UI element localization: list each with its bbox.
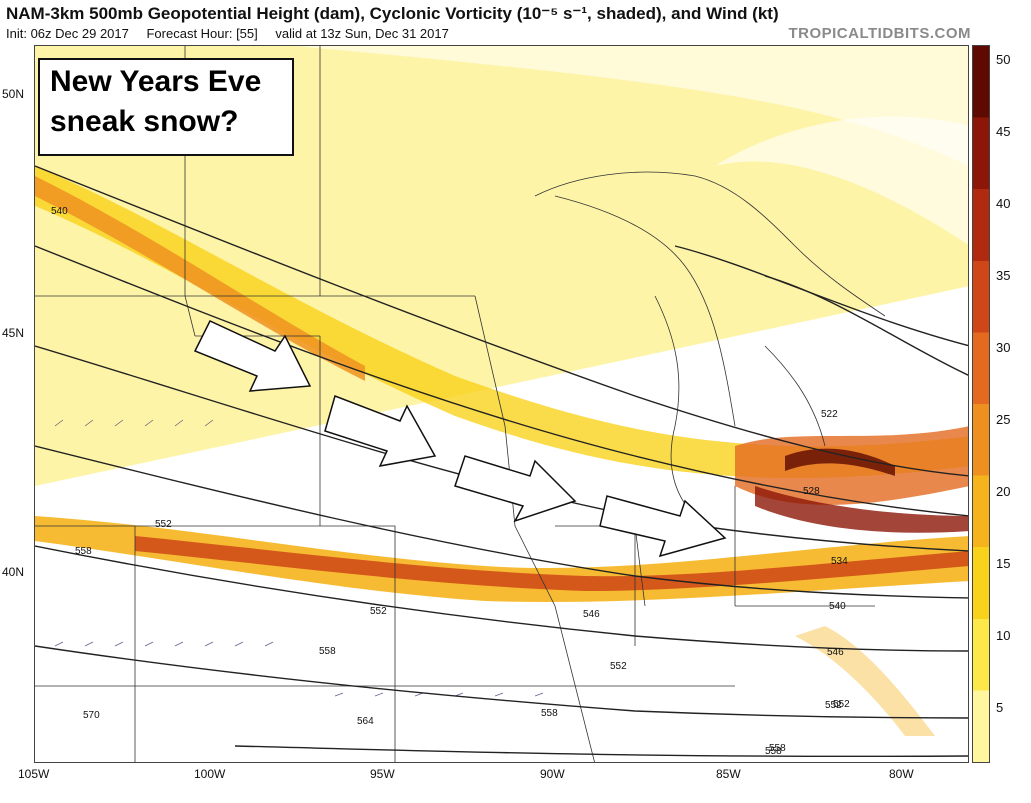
colorbar-tick: 5 bbox=[996, 700, 1004, 715]
contour-label: 558 bbox=[765, 746, 782, 757]
contour-label: 552 bbox=[833, 699, 850, 710]
forecast-hour: Forecast Hour: [55] bbox=[146, 26, 258, 41]
arrow-3 bbox=[454, 455, 577, 523]
contour-label: 558 bbox=[541, 708, 558, 719]
init-time: Init: 06z Dec 29 2017 bbox=[6, 26, 129, 41]
annotation-arrows bbox=[193, 320, 727, 558]
lon-label: 80W bbox=[889, 767, 914, 781]
vorticity-map: 540 552 558 552 552 558 564 570 546 558 … bbox=[35, 46, 968, 762]
lat-label: 50N bbox=[2, 87, 25, 101]
contour-label: 552 bbox=[610, 661, 627, 672]
contour-label: 558 bbox=[319, 646, 336, 657]
height-contours bbox=[35, 165, 968, 758]
lon-label: 95W bbox=[370, 767, 395, 781]
contour-label: 528 bbox=[803, 486, 820, 497]
colorbar-tick: 20 bbox=[996, 484, 1011, 499]
map-panel: 540 552 558 552 552 558 564 570 546 558 … bbox=[34, 45, 969, 763]
lon-label: 105W bbox=[18, 767, 50, 781]
colorbar-tick: 30 bbox=[996, 340, 1011, 355]
arrow-4 bbox=[599, 495, 727, 558]
lon-label: 85W bbox=[716, 767, 741, 781]
contour-label: 546 bbox=[583, 609, 600, 620]
lon-label: 100W bbox=[194, 767, 226, 781]
contour-label: 558 bbox=[769, 743, 786, 754]
contour-label: 570 bbox=[83, 710, 100, 721]
colorbar-tick: 35 bbox=[996, 268, 1011, 283]
colorbar-tick: 10 bbox=[996, 628, 1011, 643]
colorbar-tick: 45 bbox=[996, 124, 1011, 139]
contour-label: 540 bbox=[51, 206, 68, 217]
contour-label: 552 bbox=[155, 519, 172, 530]
contour-label: 552 bbox=[370, 606, 387, 617]
run-info: Init: 06z Dec 29 2017 Forecast Hour: [55… bbox=[6, 26, 463, 41]
contour-label: 564 bbox=[357, 716, 374, 727]
brand-watermark: TROPICALTIDBITS.COM bbox=[788, 25, 971, 42]
valid-time: valid at 13z Sun, Dec 31 2017 bbox=[275, 26, 449, 41]
colorbar-tick: 40 bbox=[996, 196, 1011, 211]
map-title: NAM-3km 500mb Geopotential Height (dam),… bbox=[6, 4, 779, 23]
contour-label: 552 bbox=[825, 700, 842, 711]
contour-label: 522 bbox=[821, 409, 838, 420]
lat-label: 40N bbox=[2, 565, 25, 579]
political-borders bbox=[35, 46, 886, 762]
callout-box: New Years Eve sneak snow? bbox=[38, 58, 294, 156]
callout-line-2: sneak snow? bbox=[50, 105, 239, 138]
wind-barbs bbox=[54, 77, 544, 697]
lat-label: 45N bbox=[2, 326, 25, 340]
colorbar-tick: 50 bbox=[996, 52, 1011, 67]
colorbar-tick: 25 bbox=[996, 412, 1011, 427]
contour-labels: 540 552 558 552 552 558 564 570 546 558 … bbox=[51, 206, 850, 757]
contour-label: 534 bbox=[831, 556, 848, 567]
colorbar-tick: 15 bbox=[996, 556, 1011, 571]
contour-label: 546 bbox=[827, 647, 844, 658]
lon-label: 90W bbox=[540, 767, 565, 781]
contour-label: 540 bbox=[829, 601, 846, 612]
arrow-2 bbox=[324, 395, 437, 467]
callout-line-1: New Years Eve bbox=[50, 65, 262, 98]
arrow-1 bbox=[193, 320, 312, 392]
contour-label: 558 bbox=[75, 546, 92, 557]
colorbar bbox=[972, 45, 990, 763]
